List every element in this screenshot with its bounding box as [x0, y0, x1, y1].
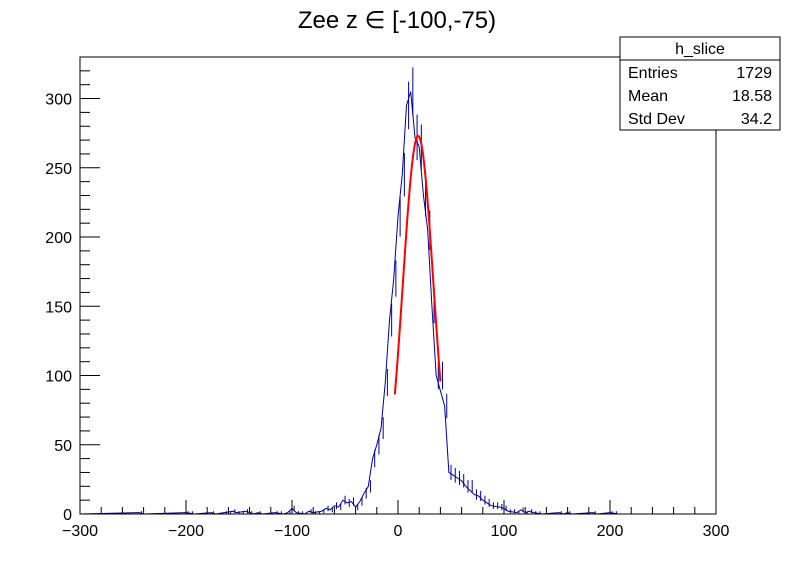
stats-stddev-label: Std Dev: [628, 111, 685, 128]
y-tick-label: 50: [54, 438, 72, 455]
stats-mean-label: Mean: [628, 88, 668, 105]
x-tick-label: 100: [491, 523, 518, 540]
y-tick-label: 200: [45, 230, 72, 247]
histogram-outline: [79, 91, 716, 515]
chart-title: Zee z ∈ [-100,-75): [298, 7, 496, 34]
x-tick-label: 300: [703, 523, 730, 540]
stats-box-frame: [619, 36, 781, 131]
y-tick-label: 100: [45, 369, 72, 386]
stats-entries-label: Entries: [628, 65, 678, 82]
histogram-layer: [79, 67, 716, 515]
stats-box-name: h_slice: [675, 41, 725, 58]
fit-layer: [393, 134, 442, 395]
axis-layer: −300 −200 −100 0 100 200 300 0 50 100 150 200 250 300: [45, 56, 730, 540]
x-tick-label: 200: [597, 523, 624, 540]
x-tick-label: 0: [394, 523, 403, 540]
x-tick-label: −100: [274, 523, 310, 540]
y-tick-label: 150: [45, 299, 72, 316]
y-tick-label: 300: [45, 92, 72, 109]
x-tick-label: −200: [168, 523, 204, 540]
stats-stddev-value: 34.2: [741, 111, 772, 128]
stats-entries-value: 1729: [736, 65, 772, 82]
y-tick-label: 250: [45, 161, 72, 178]
x-tick-label: −300: [62, 523, 98, 540]
stats-mean-value: 18.58: [732, 88, 772, 105]
gaussian-fit-curve: [393, 134, 442, 395]
y-tick-label: 0: [63, 507, 72, 524]
stats-box: h_slice Entries 1729 Mean 18.58 Std Dev …: [619, 36, 781, 131]
